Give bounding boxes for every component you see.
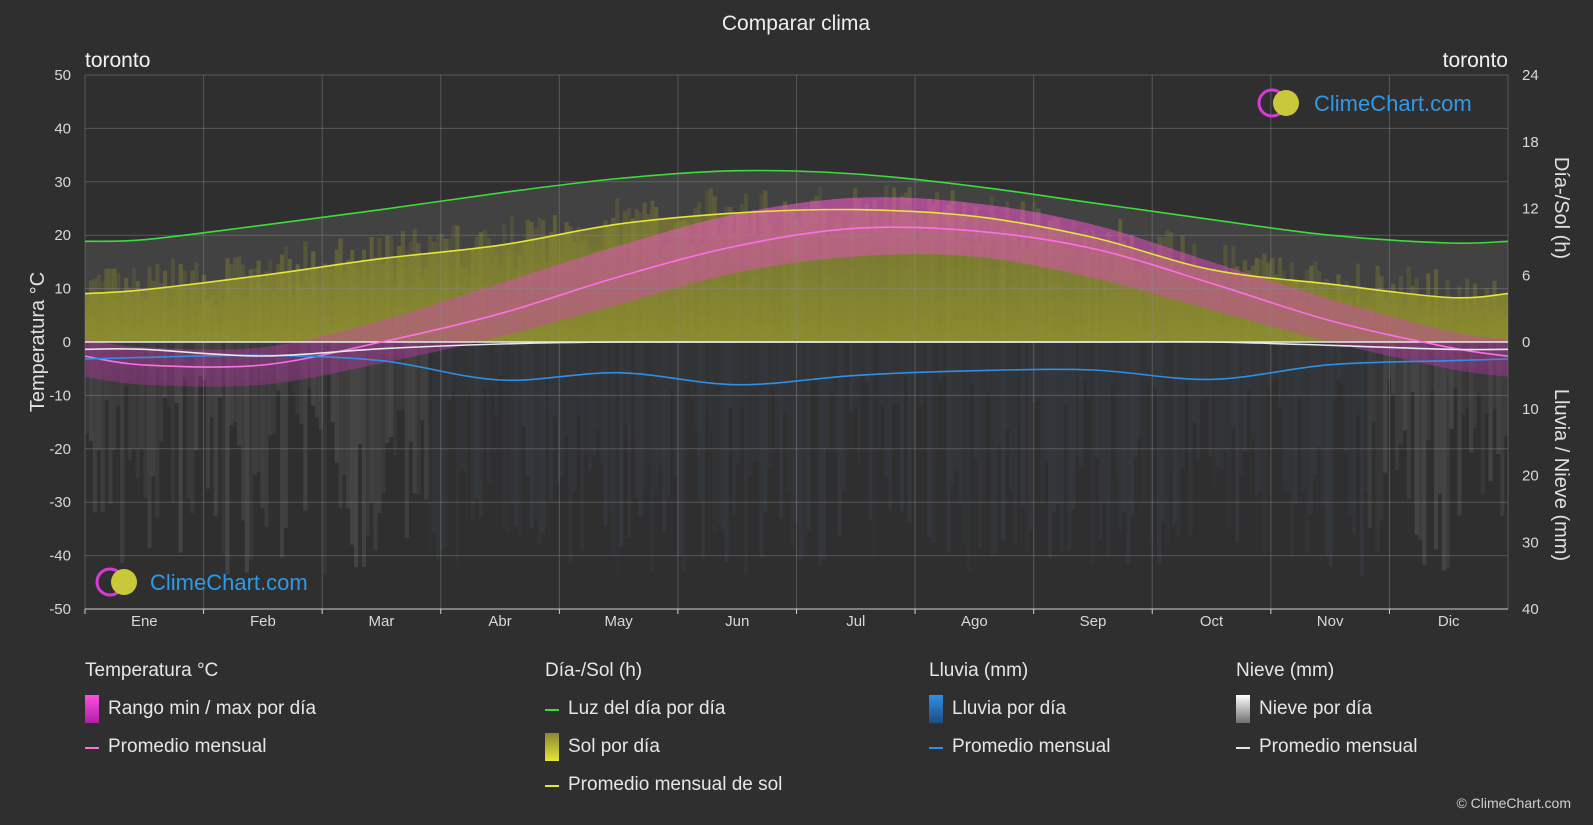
- logo-sun-icon: [1273, 90, 1299, 116]
- logo-bottom: ClimeChart.com: [95, 567, 308, 597]
- legend-item-sun-avg: Promedio mensual de sol: [545, 774, 782, 812]
- location-right: toronto: [1443, 49, 1508, 72]
- y-left-tick-label: 40: [54, 120, 71, 137]
- legend-item-rain-daily: Lluvia por día: [929, 695, 1110, 736]
- x-tick-label: Dic: [1438, 613, 1460, 630]
- y-right-bottom-tick-label: 10: [1522, 401, 1539, 418]
- series-line-4: [85, 340, 1508, 357]
- temp-range-swatch-icon: [85, 695, 99, 723]
- legend-label-daylight: Luz del día por día: [568, 698, 726, 719]
- legend-temperature: Temperatura °C Rango min / max por día P…: [85, 660, 316, 774]
- climate-chart: Comparar clima toronto toronto -50 -40 -30…: [27, 12, 1572, 630]
- legend-title-sun: Día-/Sol (h): [545, 660, 643, 681]
- sun-avg-line-icon: [545, 785, 559, 787]
- x-tick-label: May: [604, 613, 633, 630]
- y-right-bottom-tick-label: 30: [1522, 534, 1539, 551]
- y-right-top-tick-label: 18: [1522, 134, 1539, 151]
- snow-daily-swatch-icon: [1236, 695, 1250, 723]
- legend-snow: Nieve (mm) Nieve por día Promedio mensua…: [1236, 660, 1417, 774]
- legend-item-temp-avg: Promedio mensual: [85, 736, 316, 774]
- legend-title-snow: Nieve (mm): [1236, 660, 1335, 681]
- logo-text-top: ClimeChart.com: [1314, 91, 1472, 116]
- y-right-top-tick-label: 0: [1522, 334, 1530, 351]
- y-right-bottom-tick-label: 40: [1522, 601, 1539, 618]
- y-left-tick-label: 10: [54, 281, 71, 298]
- legend-item-sun-daily: Sol por día: [545, 733, 782, 774]
- x-tick-label: Oct: [1200, 613, 1224, 630]
- x-tick-label: Nov: [1317, 613, 1344, 630]
- logo-text-bottom: ClimeChart.com: [150, 570, 308, 595]
- y-right-bottom-tick-label: 20: [1522, 468, 1539, 485]
- y-left-tick-label: -30: [49, 494, 71, 511]
- series-line-3: [85, 354, 1508, 386]
- x-tick-label: Sep: [1080, 613, 1107, 630]
- x-tick-label: Abr: [488, 613, 511, 630]
- x-tick-label: Jul: [846, 613, 865, 630]
- x-tick-label: Mar: [369, 613, 395, 630]
- rain-daily-swatch-icon: [929, 695, 943, 723]
- legend-title-temperature: Temperatura °C: [85, 660, 219, 681]
- legend-title-rain: Lluvia (mm): [929, 660, 1029, 681]
- legend-sun: Día-/Sol (h) Luz del día por día Sol por…: [545, 660, 782, 812]
- series-line-1: [85, 208, 1508, 299]
- y-right-top-axis-label: Día-/Sol (h): [1550, 157, 1572, 259]
- rain-avg-line-icon: [929, 747, 943, 749]
- y-right-bottom-axis-label: Lluvia / Nieve (mm): [1550, 389, 1572, 561]
- precip-daily-bars: [85, 342, 1508, 576]
- temp-avg-line-icon: [85, 747, 99, 749]
- legend-item-snow-avg: Promedio mensual: [1236, 736, 1417, 774]
- daylight-line-icon: [545, 709, 559, 711]
- legend-label-rain-daily: Lluvia por día: [952, 698, 1067, 719]
- legend: Temperatura °C Rango min / max por día P…: [0, 660, 1593, 825]
- y-right-top-tick-label: 12: [1522, 201, 1539, 218]
- y-left-tick-label: -50: [49, 601, 71, 618]
- logo-sun-icon: [111, 569, 137, 595]
- copyright: © ClimeChart.com: [1456, 795, 1571, 811]
- y-right-top-tick-label: 6: [1522, 267, 1530, 284]
- axes: -50 -40 -30 -20 -10 0 10 20 30 40 50 0 6 12 18 24 10 20 30…: [49, 67, 1538, 630]
- logo-top: ClimeChart.com: [1257, 88, 1472, 118]
- y-left-tick-label: -10: [49, 387, 71, 404]
- x-tick-label: Jun: [725, 613, 749, 630]
- legend-label-snow-avg: Promedio mensual: [1259, 736, 1418, 757]
- y-left-tick-label: 50: [54, 67, 71, 84]
- x-tick-label: Ago: [961, 613, 988, 630]
- y-left-tick-label: 30: [54, 174, 71, 191]
- x-tick-label: Ene: [131, 613, 158, 630]
- sun-daily-swatch-icon: [545, 733, 559, 761]
- legend-item-snow-daily: Nieve por día: [1236, 695, 1417, 736]
- legend-label-temp-avg: Promedio mensual: [108, 736, 267, 757]
- y-left-tick-label: 20: [54, 227, 71, 244]
- legend-item-daylight: Luz del día por día: [545, 698, 782, 736]
- legend-rain: Lluvia (mm) Lluvia por día Promedio mens…: [929, 660, 1110, 774]
- series-layer: [85, 169, 1508, 386]
- legend-label-rain-avg: Promedio mensual: [952, 736, 1111, 757]
- legend-label-sun-daily: Sol por día: [568, 736, 660, 757]
- series-line-0: [85, 169, 1508, 245]
- legend-label-sun-avg: Promedio mensual de sol: [568, 774, 783, 795]
- legend-label-snow-daily: Nieve por día: [1259, 698, 1373, 719]
- legend-item-rain-avg: Promedio mensual: [929, 736, 1110, 774]
- series-line-2: [85, 226, 1508, 368]
- legend-label-temp-range: Rango min / max por día: [108, 698, 317, 719]
- y-right-top-tick-label: 24: [1522, 67, 1539, 84]
- y-left-tick-label: -40: [49, 548, 71, 565]
- chart-title: Comparar clima: [722, 12, 871, 35]
- y-left-tick-label: -20: [49, 441, 71, 458]
- y-left-tick-label: 0: [63, 334, 71, 351]
- plot-area: [85, 170, 1508, 576]
- location-left: toronto: [85, 49, 150, 72]
- y-left-axis-label: Temperatura °C: [27, 272, 49, 412]
- temp-range-band: [85, 197, 1508, 387]
- x-tick-label: Feb: [250, 613, 276, 630]
- legend-item-temp-range: Rango min / max por día: [85, 695, 317, 736]
- snow-avg-line-icon: [1236, 747, 1250, 749]
